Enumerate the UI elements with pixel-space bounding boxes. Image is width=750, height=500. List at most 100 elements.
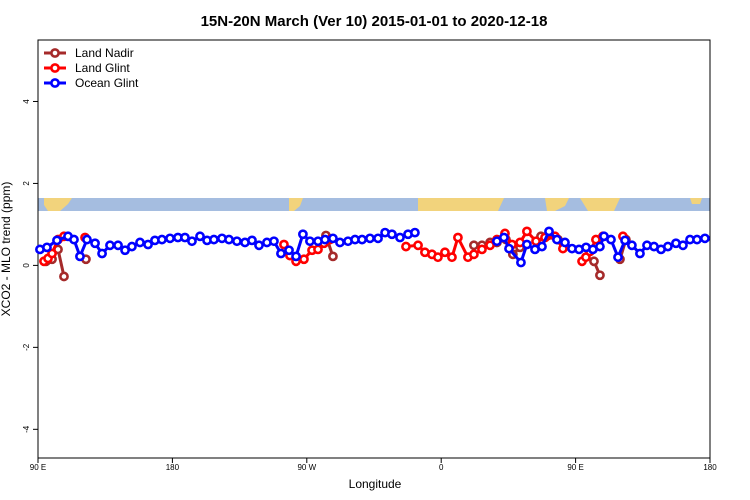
data-point [410, 227, 420, 238]
chart-title: 15N-20N March (Ver 10) 2015-01-01 to 202… [201, 13, 548, 30]
data-point [313, 244, 323, 255]
y-tick-label: 0 [22, 263, 31, 268]
data-point [552, 234, 562, 245]
plot-frame [37, 39, 711, 459]
data-point [537, 241, 547, 252]
data-point [401, 241, 411, 252]
x-tick-label: 90 E [30, 463, 46, 472]
data-point [477, 244, 487, 255]
y-tick-label: -2 [22, 343, 31, 351]
data-point [522, 239, 532, 250]
data-point [469, 240, 479, 251]
x-tick-label: 0 [439, 463, 444, 472]
data-point [247, 235, 257, 246]
data-point [516, 257, 526, 268]
legend-label: Land Nadir [75, 46, 134, 60]
data-point [662, 241, 673, 252]
data-point [97, 248, 107, 259]
data-point [485, 240, 495, 251]
data-point [209, 234, 219, 245]
data-point [635, 248, 645, 259]
data-point [120, 245, 130, 256]
x-tick-label: 90 E [567, 463, 583, 472]
legend-label: Ocean Glint [75, 76, 139, 90]
data-point [387, 229, 397, 240]
data-point [195, 231, 205, 242]
data-point [42, 242, 52, 253]
data-point [127, 241, 137, 252]
data-point [284, 245, 294, 256]
data-point [395, 232, 405, 243]
data-point [224, 234, 234, 245]
legend-marker [50, 48, 60, 58]
y-tick-label: 2 [22, 181, 31, 186]
data-point [232, 236, 242, 247]
data-point [335, 237, 345, 248]
data-point [373, 233, 383, 244]
data-point [143, 239, 153, 250]
data-point [305, 236, 315, 247]
data-point [589, 256, 599, 267]
data-point [692, 234, 702, 245]
data-point [291, 251, 301, 262]
data-point [105, 240, 115, 251]
data-point [254, 240, 264, 251]
data-point [613, 252, 623, 263]
data-point [59, 271, 69, 282]
data-point [440, 247, 450, 258]
x-tick-label: 180 [703, 463, 717, 472]
data-point [595, 270, 605, 281]
data-point [453, 232, 463, 243]
data-point [365, 233, 375, 244]
data-point [606, 234, 616, 245]
data-point [544, 226, 554, 237]
data-point [165, 233, 175, 244]
data-point [299, 254, 309, 265]
data-point [357, 234, 367, 245]
data-point [626, 240, 637, 251]
data-point [276, 248, 286, 259]
data-point [320, 234, 330, 245]
data-point [90, 238, 100, 249]
data-point [595, 241, 605, 252]
data-point [298, 229, 308, 240]
data-point [180, 232, 190, 243]
data-point [700, 233, 710, 244]
y-axis-label: XCO2 - MLO trend (ppm) [0, 182, 13, 317]
data-point [47, 248, 57, 259]
data-point [82, 234, 92, 245]
series [35, 226, 710, 268]
data-point [492, 236, 502, 247]
x-tick-label: 90 W [297, 463, 316, 472]
data-point [522, 226, 532, 237]
data-point [620, 235, 630, 246]
data-point [69, 234, 79, 245]
data-point [560, 237, 570, 248]
data-point [413, 240, 423, 251]
data-point [135, 237, 145, 248]
legend-label: Land Glint [75, 61, 130, 75]
data-point [328, 233, 338, 244]
data-point [678, 240, 688, 251]
data-point [433, 252, 443, 263]
data-point [157, 234, 167, 245]
y-tick-label: -4 [22, 425, 31, 433]
data-point [269, 236, 279, 247]
data-point [469, 249, 479, 260]
data-point [447, 252, 457, 263]
data-point [279, 239, 289, 250]
data-point [504, 243, 514, 254]
x-tick-label: 180 [166, 463, 180, 472]
data-point [75, 251, 85, 262]
data-point [113, 240, 123, 251]
data-point [52, 235, 62, 246]
data-point [187, 236, 197, 247]
data-point [499, 232, 509, 243]
y-tick-label: 4 [22, 99, 31, 104]
legend-marker [50, 78, 60, 88]
x-axis-label: Longitude [349, 477, 402, 491]
data-point [328, 251, 338, 262]
map-strip [38, 198, 710, 211]
